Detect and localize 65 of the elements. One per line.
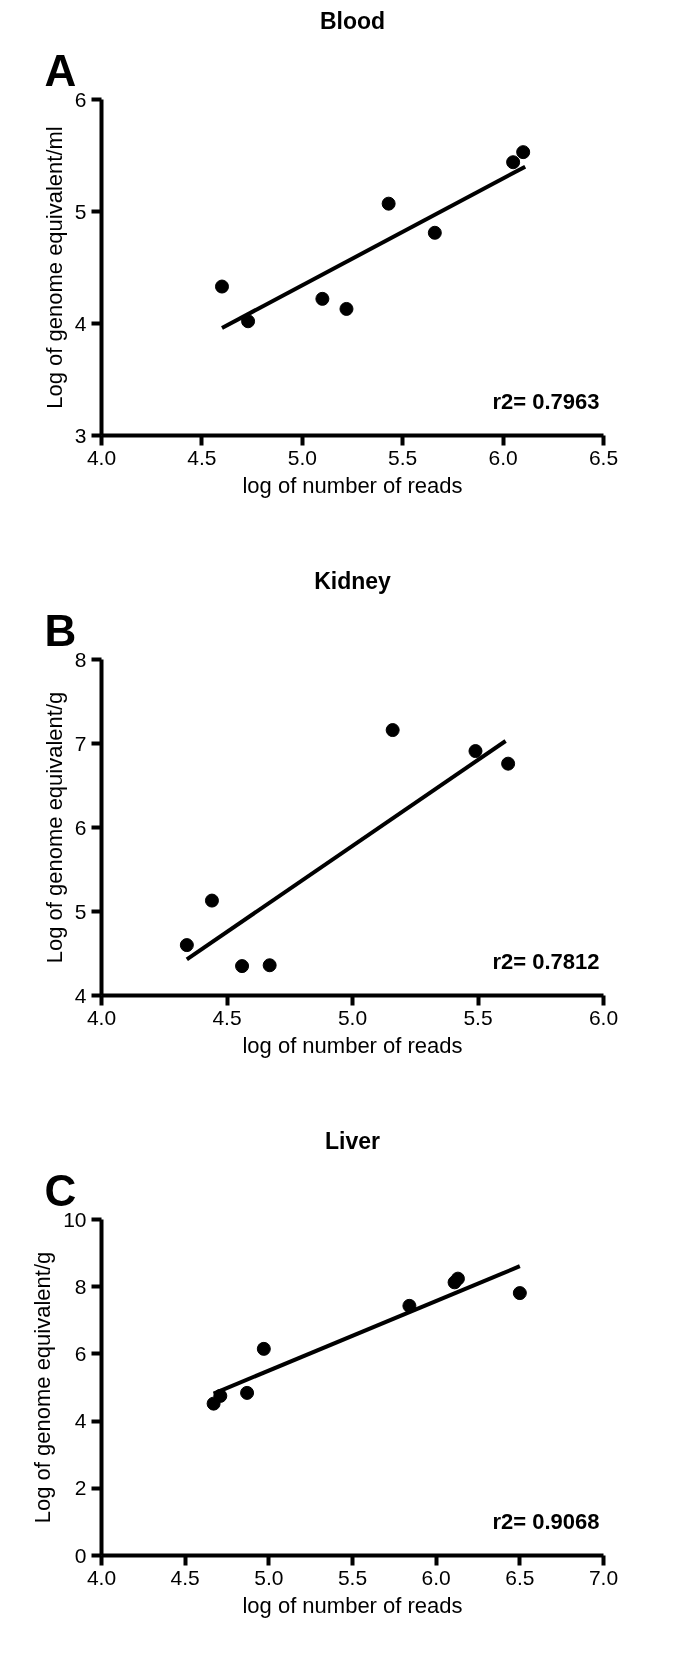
x-tick-label: 5.5 (463, 1005, 493, 1029)
annotation: r2= 0.7812 (492, 948, 600, 974)
text: A (44, 45, 77, 95)
x-tick-label: 4.0 (86, 1005, 117, 1029)
point (501, 756, 516, 771)
x-tick-label: 6.5 (588, 445, 619, 469)
y-tick-label: 5 (74, 899, 87, 923)
point (315, 291, 330, 306)
point (381, 196, 396, 211)
y-tick-label: 4 (74, 1409, 87, 1433)
x-tick-label: 6.0 (588, 1005, 619, 1029)
text: B (44, 605, 77, 655)
y-tick-label: 8 (74, 1274, 87, 1298)
y-tick-label: 8 (74, 647, 87, 671)
y-tick-label: 4 (74, 311, 87, 335)
x-tick-label: 6.0 (488, 445, 518, 469)
y-tick-label: 2 (74, 1476, 87, 1500)
y-tick-label: 6 (74, 1341, 87, 1365)
y-tick-label: 5 (74, 199, 87, 223)
point (235, 959, 250, 974)
point (512, 1286, 527, 1301)
x-axis-title: log of number of reads (242, 1592, 463, 1618)
x-tick-label: 6.5 (505, 1565, 535, 1589)
y-tick-label: 7 (74, 731, 87, 755)
x-axis-title: log of number of reads (242, 1032, 463, 1058)
point (214, 279, 229, 294)
y-tick-label: 10 (63, 1207, 87, 1231)
point (339, 301, 354, 316)
chart-title: Blood (319, 7, 386, 34)
x-tick-label: 4.0 (86, 445, 117, 469)
x-tick-label: 6.0 (421, 1565, 451, 1589)
point (240, 1385, 255, 1400)
x-tick-label: 5.0 (337, 1005, 368, 1029)
point (427, 225, 442, 240)
x-tick-label: 7.0 (588, 1565, 619, 1589)
point (450, 1271, 465, 1286)
annotation: r2= 0.7963 (492, 388, 600, 414)
point (385, 723, 400, 738)
y-axis-title: Log of genome equivalent/g (30, 1251, 56, 1524)
y-tick-label: 0 (74, 1543, 87, 1567)
point (262, 958, 277, 973)
x-tick-label: 4.0 (86, 1565, 117, 1589)
chart-title: Liver (325, 1127, 381, 1154)
x-tick-label: 4.5 (212, 1005, 242, 1029)
point (468, 744, 483, 759)
point (516, 145, 531, 160)
x-tick-label: 5.0 (287, 445, 317, 469)
y-tick-label: 3 (74, 423, 87, 447)
point (506, 155, 521, 170)
y-tick-label: 6 (74, 87, 87, 111)
x-tick-label: 5.5 (388, 445, 418, 469)
annotation: r2= 0.9068 (492, 1508, 600, 1534)
y-tick-label: 4 (74, 983, 87, 1007)
chart-title: Kidney (314, 567, 392, 594)
y-tick-label: 6 (74, 815, 87, 839)
x-tick-label: 5.0 (254, 1565, 284, 1589)
point (179, 938, 194, 953)
x-tick-label: 5.5 (337, 1565, 368, 1589)
point (256, 1341, 271, 1356)
x-axis-title: log of number of reads (242, 472, 463, 498)
y-axis-title: Log of genome equivalent/ml (41, 126, 67, 409)
point (204, 893, 219, 908)
y-axis-title: Log of genome equivalent/g (41, 691, 67, 964)
x-tick-label: 4.5 (187, 445, 217, 469)
x-tick-label: 4.5 (170, 1565, 200, 1589)
